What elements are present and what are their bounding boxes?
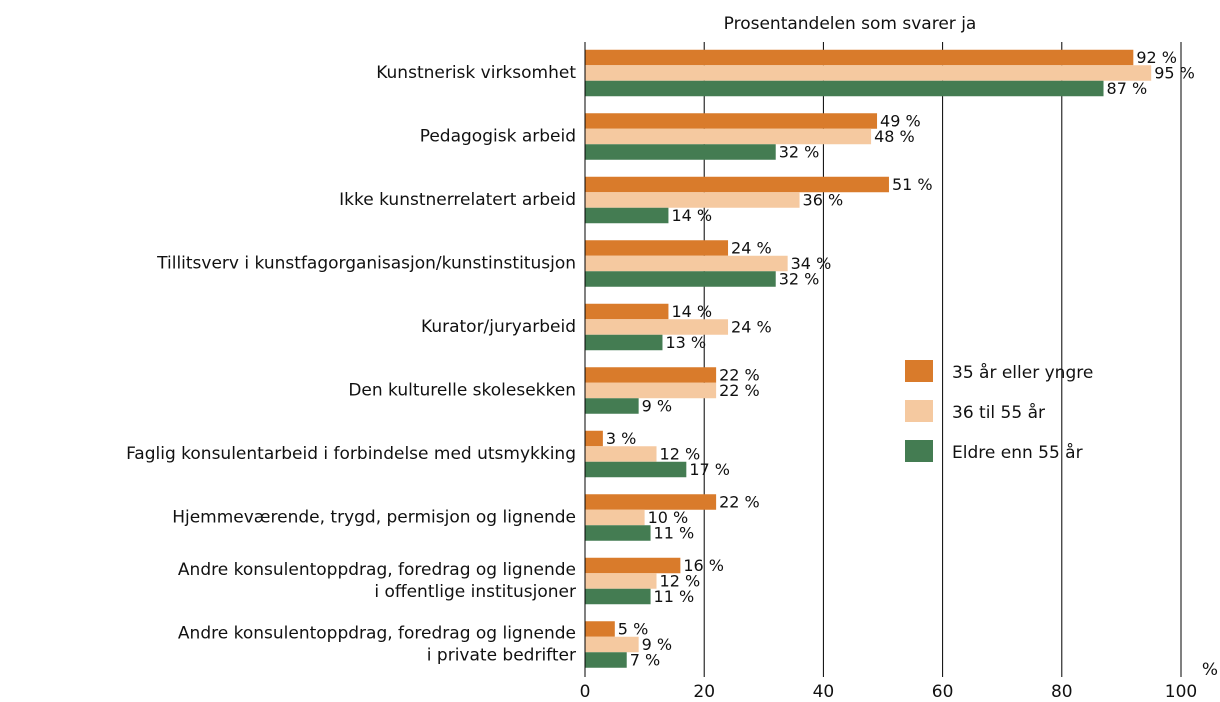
value-label: 9 % <box>642 397 672 416</box>
value-label: 11 % <box>654 524 695 543</box>
bar <box>585 525 651 541</box>
bar <box>585 192 800 208</box>
bar <box>585 49 1134 66</box>
category-label: Kurator/juryarbeid <box>421 317 576 337</box>
legend-label: Eldre enn 55 år <box>952 442 1083 463</box>
bar <box>585 461 687 478</box>
axis-unit: % <box>1202 660 1218 680</box>
value-label: 7 % <box>630 651 660 670</box>
category-label: Pedagogisk arbeid <box>420 127 576 147</box>
category-label: Kunstnerisk virksomhet <box>376 63 576 83</box>
value-label: 32 % <box>779 143 820 162</box>
value-label: 11 % <box>654 587 695 606</box>
value-label: 10 % <box>648 508 689 527</box>
category-label: Tillitsverv i kunstfagorganisasjon/kunst… <box>156 254 576 274</box>
legend-label: 35 år eller yngre <box>952 362 1093 383</box>
axis-title: Prosentandelen som svarer ja <box>724 14 977 34</box>
value-label: 48 % <box>874 127 915 146</box>
bar <box>585 621 615 637</box>
value-label: 12 % <box>660 445 701 464</box>
category-label: Hjemmeværende, trygd, permisjon og ligne… <box>172 508 576 528</box>
bar <box>585 509 645 526</box>
value-label: 9 % <box>642 635 672 654</box>
bar <box>585 334 663 351</box>
value-label: 92 % <box>1136 48 1177 67</box>
bar <box>585 144 776 160</box>
legend-label: 36 til 55 år <box>952 402 1045 423</box>
value-label: 32 % <box>779 270 820 289</box>
value-label: 5 % <box>618 620 648 639</box>
bar <box>585 494 717 510</box>
bar <box>585 382 717 399</box>
bar <box>585 430 603 447</box>
bar <box>585 557 681 574</box>
bar <box>585 588 651 605</box>
x-tick-label: 0 <box>580 682 591 702</box>
x-tick-label: 100 <box>1165 682 1197 702</box>
bar <box>585 240 729 256</box>
value-label: 22 % <box>719 493 760 512</box>
category-label: Andre konsulentoppdrag, foredrag og lign… <box>178 624 576 644</box>
category-label: Andre konsulentoppdrag, foredrag og lign… <box>178 560 576 580</box>
legend-swatch <box>905 400 933 422</box>
value-label: 24 % <box>731 318 772 337</box>
x-tick-label: 20 <box>693 682 715 702</box>
bar <box>585 271 776 287</box>
bar <box>585 255 788 272</box>
value-label: 14 % <box>671 302 712 321</box>
value-label: 36 % <box>803 191 844 210</box>
category-label: Den kulturelle skolesekken <box>348 381 576 401</box>
value-label: 51 % <box>892 175 933 194</box>
category-label: Faglig konsulentarbeid i forbindelse med… <box>126 444 576 464</box>
category-label: i private bedrifter <box>427 646 576 666</box>
value-label: 49 % <box>880 112 921 131</box>
bar <box>585 319 729 335</box>
bar <box>585 303 669 320</box>
x-tick-label: 80 <box>1051 682 1073 702</box>
x-tick-label: 60 <box>932 682 954 702</box>
value-label: 12 % <box>660 572 701 591</box>
bar <box>585 207 669 224</box>
value-label: 22 % <box>719 366 760 385</box>
bar <box>585 128 872 145</box>
value-label: 24 % <box>731 239 772 258</box>
value-label: 22 % <box>719 381 760 400</box>
bar <box>585 636 639 653</box>
legend-swatch <box>905 440 933 462</box>
bar <box>585 80 1104 97</box>
bar <box>585 176 889 193</box>
value-label: 16 % <box>683 556 724 575</box>
value-label: 3 % <box>606 429 636 448</box>
legend-swatch <box>905 360 933 382</box>
value-label: 13 % <box>665 333 706 352</box>
bar <box>585 398 639 414</box>
bar <box>585 573 657 589</box>
x-tick-label: 40 <box>813 682 835 702</box>
bar <box>585 65 1152 81</box>
bar <box>585 446 657 462</box>
value-label: 34 % <box>791 254 832 273</box>
value-label: 87 % <box>1107 79 1148 98</box>
bar <box>585 113 878 129</box>
value-label: 17 % <box>689 460 730 479</box>
value-label: 14 % <box>671 206 712 225</box>
bar <box>585 652 627 668</box>
bar <box>585 367 717 383</box>
category-label: i offentlige institusjoner <box>374 582 576 602</box>
category-label: Ikke kunstnerrelatert arbeid <box>339 190 576 210</box>
value-label: 95 % <box>1154 64 1195 83</box>
